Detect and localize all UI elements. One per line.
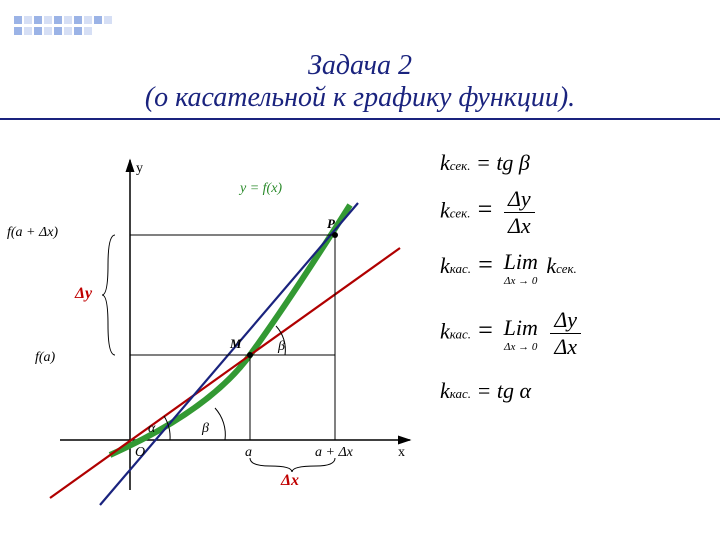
adx-label: a + Δx (315, 445, 354, 460)
diagram-svg: у х О a a + Δx М Р y = f(x) α β β (40, 150, 420, 510)
decorative-squares (14, 16, 114, 36)
x-axis-label: х (398, 445, 405, 460)
beta-label-m: β (277, 339, 285, 354)
curve-label: y = f(x) (238, 181, 282, 196)
point-m (247, 352, 253, 358)
formula-kkas-tg: kкас. = tg α (440, 378, 710, 404)
dy-bracket (102, 235, 115, 355)
point-m-label: М (229, 336, 242, 351)
dy-label: Δy (75, 285, 92, 303)
beta-label-axis: β (201, 421, 209, 436)
tangent-line (50, 248, 400, 498)
formula-kkas-lim-ksek: kкас. = Lim Δx → 0 kсек. (440, 249, 710, 287)
formula-block: kсек. = tg β kсек. = Δy Δx kкас. = Lim Δ… (440, 150, 710, 414)
origin-label: О (135, 445, 145, 460)
dx-bracket (250, 458, 335, 472)
tangent-diagram: у х О a a + Δx М Р y = f(x) α β β f(a) f… (40, 150, 420, 510)
a-label: a (245, 445, 252, 460)
point-p-label: Р (327, 216, 336, 231)
formula-ksek-frac: kсек. = Δy Δx (440, 186, 710, 239)
title-block: Задача 2 (о касательной к графику функци… (0, 50, 720, 120)
fadx-label: f(a + Δx) (7, 225, 58, 241)
beta-arc-axis (215, 408, 225, 440)
formula-kkas-lim-frac: kкас. = Lim Δx → 0 Δy Δx (440, 307, 710, 360)
title-line1: Задача 2 (0, 50, 720, 82)
alpha-label: α (148, 421, 156, 436)
y-axis-label: у (136, 161, 143, 176)
title-line2: (о касательной к графику функции). (0, 82, 720, 114)
curve (110, 205, 350, 455)
point-p (332, 232, 338, 238)
formula-ksek-tg: kсек. = tg β (440, 150, 710, 176)
fa-label: f(a) (35, 350, 55, 366)
dx-label: Δx (281, 472, 299, 490)
